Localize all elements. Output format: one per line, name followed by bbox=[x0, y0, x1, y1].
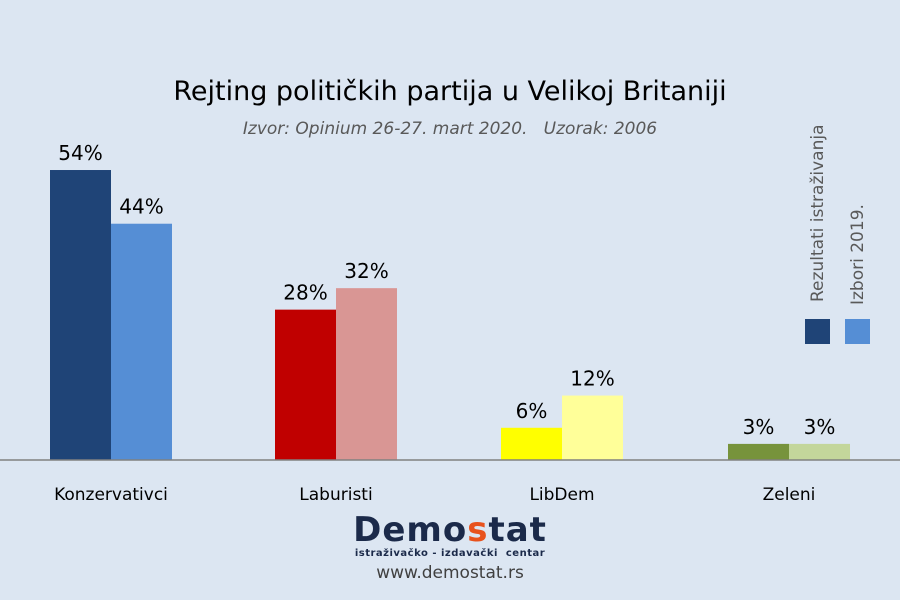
bar-zeleni-elections bbox=[789, 443, 850, 460]
data-label: 3% bbox=[743, 415, 775, 439]
data-label: 12% bbox=[570, 367, 614, 391]
data-label: 3% bbox=[804, 415, 836, 439]
bar-laburisti-elections bbox=[336, 288, 397, 460]
bar-konzervativci-elections bbox=[111, 223, 172, 460]
data-label: 44% bbox=[119, 195, 163, 219]
demostat-logo: Demostat istraživačko - izdavački centar… bbox=[0, 512, 900, 583]
bar-laburisti-survey bbox=[275, 309, 336, 460]
data-label: 6% bbox=[516, 399, 548, 423]
legend-swatch-elections bbox=[845, 319, 870, 344]
data-label: 28% bbox=[283, 281, 327, 305]
bar-libdem-survey bbox=[501, 427, 562, 460]
x-tick-label: Laburisti bbox=[299, 485, 372, 505]
x-tick-label: Zeleni bbox=[763, 485, 816, 505]
x-tick-label: Konzervativci bbox=[54, 485, 168, 505]
logo-accent: s bbox=[467, 510, 489, 550]
logo-text-end: tat bbox=[488, 510, 547, 550]
x-tick-label: LibDem bbox=[529, 485, 594, 505]
legend-swatch-survey bbox=[805, 319, 830, 344]
bar-konzervativci-survey bbox=[50, 170, 111, 460]
legend-label-survey: Rezultati istraživanja bbox=[808, 124, 828, 303]
data-label: 32% bbox=[344, 259, 388, 283]
data-label: 54% bbox=[58, 141, 102, 165]
bar-zeleni-survey bbox=[728, 443, 789, 460]
bar-libdem-elections bbox=[562, 395, 623, 460]
website-url[interactable]: www.demostat.rs bbox=[376, 563, 524, 583]
chart-subtitle: Izvor: Opinium 26-27. mart 2020. Uzorak:… bbox=[242, 119, 658, 139]
logo-text: Demo bbox=[353, 510, 468, 550]
legend-label-elections: Izbori 2019. bbox=[848, 204, 868, 305]
chart-title: Rejting političkih partija u Velikoj Bri… bbox=[173, 76, 727, 107]
logo-tagline: istraživačko - izdavački centar bbox=[354, 548, 546, 559]
